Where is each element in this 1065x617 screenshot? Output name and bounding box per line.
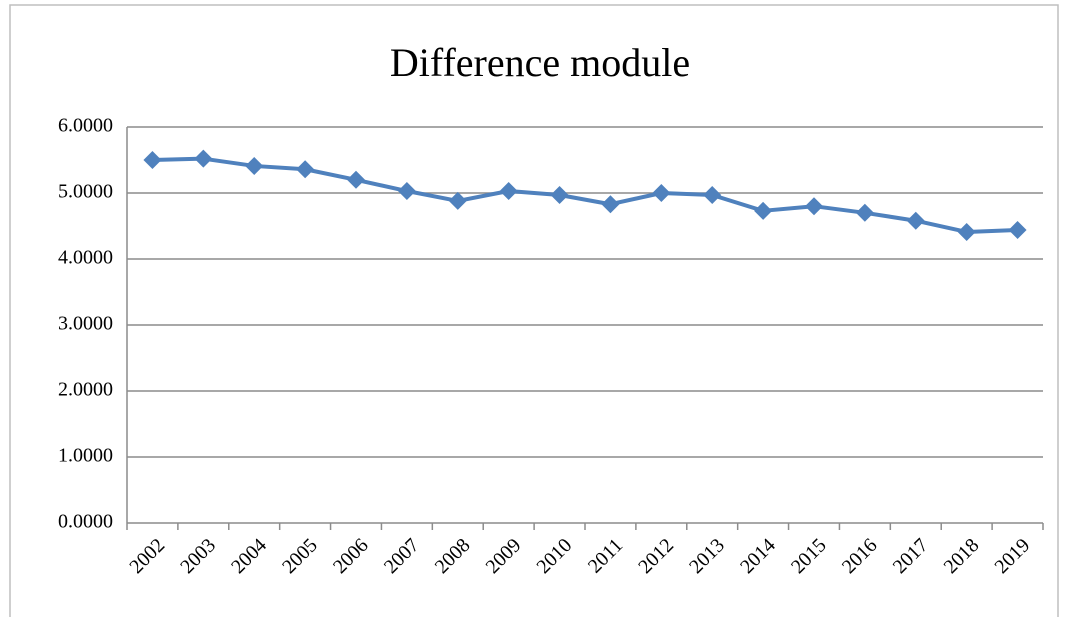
x-tick-label: 2004: [227, 534, 271, 578]
data-point: [906, 211, 925, 230]
data-point: [754, 201, 773, 220]
data-point: [601, 195, 620, 214]
data-point: [296, 160, 315, 179]
x-tick-label: 2002: [125, 534, 169, 578]
x-tick-label: 2019: [990, 534, 1034, 578]
data-point: [550, 185, 569, 204]
data-point: [245, 156, 264, 175]
y-tick-label: 4.0000: [58, 247, 113, 269]
data-point: [397, 182, 416, 201]
y-tick-label: 0.0000: [58, 511, 113, 533]
y-tick-label: 3.0000: [58, 313, 113, 335]
x-tick-label: 2013: [685, 534, 729, 578]
x-tick-label: 2006: [329, 534, 373, 578]
data-point: [1008, 220, 1027, 239]
x-tick-label: 2003: [176, 534, 220, 578]
data-point: [652, 184, 671, 202]
x-tick-label: 2017: [889, 534, 933, 578]
chart-frame: [9, 4, 1059, 617]
data-point: [499, 182, 518, 201]
data-point: [805, 197, 823, 216]
x-tick-label: 2007: [380, 534, 424, 578]
data-point: [957, 222, 976, 241]
x-tick-label: 2015: [787, 534, 831, 578]
data-point: [448, 191, 467, 210]
y-tick-label: 5.0000: [58, 181, 113, 203]
x-tick-label: 2016: [838, 534, 882, 578]
data-point: [194, 149, 213, 168]
data-point: [703, 185, 722, 204]
x-tick-label: 2011: [584, 534, 627, 577]
x-tick-label: 2014: [736, 534, 780, 578]
x-tick-label: 2012: [634, 534, 678, 578]
x-tick-label: 2018: [940, 534, 984, 578]
data-point: [143, 151, 162, 169]
y-tick-label: 1.0000: [58, 445, 113, 467]
data-point: [855, 203, 874, 222]
series-line: [152, 156, 1018, 234]
chart-title: Difference module: [390, 40, 690, 85]
x-tick-label: 2010: [532, 534, 576, 578]
x-tick-label: 2009: [482, 534, 526, 578]
y-tick-label: 2.0000: [58, 379, 113, 401]
y-tick-label: 6.0000: [58, 115, 113, 137]
x-tick-label: 2005: [278, 534, 322, 578]
x-tick-label: 2008: [431, 534, 475, 578]
data-point: [347, 170, 365, 189]
